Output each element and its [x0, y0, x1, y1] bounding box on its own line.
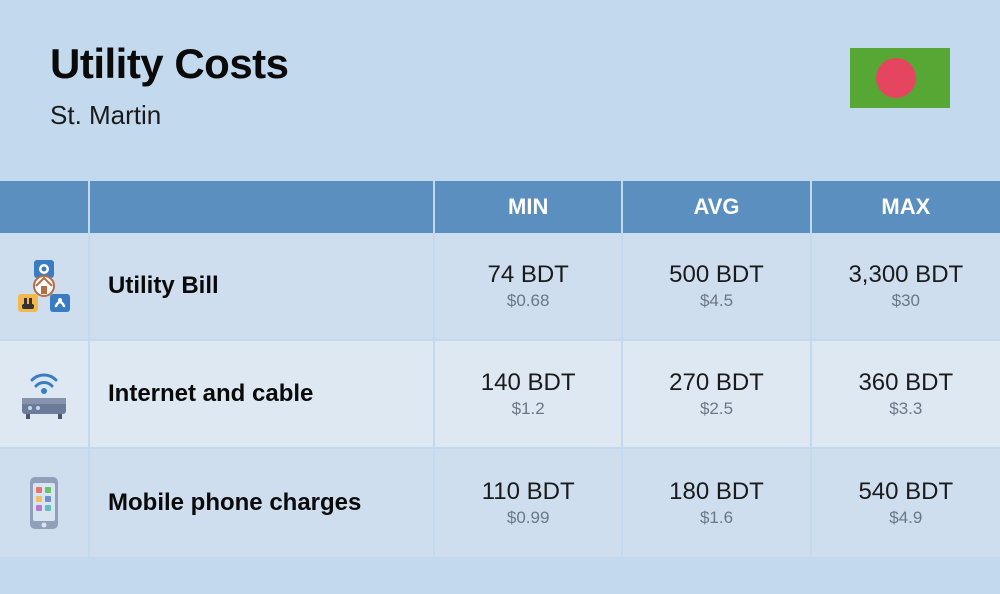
row-label: Utility Bill: [90, 233, 435, 339]
cell-avg: 180 BDT $1.6: [623, 449, 811, 557]
avg-secondary: $1.6: [700, 508, 733, 528]
table-header-row: MIN AVG MAX: [0, 181, 1000, 233]
th-icon: [0, 181, 90, 233]
max-secondary: $3.3: [889, 399, 922, 419]
table-row: Utility Bill 74 BDT $0.68 500 BDT $4.5 3…: [0, 233, 1000, 341]
row-label: Mobile phone charges: [90, 449, 435, 557]
max-secondary: $30: [892, 291, 920, 311]
min-primary: 140 BDT: [481, 369, 576, 397]
min-secondary: $1.2: [512, 399, 545, 419]
cell-icon: [0, 233, 90, 339]
cell-min: 74 BDT $0.68: [435, 233, 623, 339]
avg-secondary: $4.5: [700, 291, 733, 311]
table-row: Mobile phone charges 110 BDT $0.99 180 B…: [0, 449, 1000, 557]
title-block: Utility Costs St. Martin: [50, 40, 289, 131]
phone-icon: [14, 473, 74, 533]
min-primary: 74 BDT: [487, 261, 568, 289]
cell-max: 3,300 BDT $30: [812, 233, 1000, 339]
min-primary: 110 BDT: [482, 478, 575, 506]
th-max: MAX: [812, 181, 1000, 233]
max-primary: 360 BDT: [858, 369, 953, 397]
max-primary: 3,300 BDT: [848, 261, 963, 289]
min-secondary: $0.99: [507, 508, 550, 528]
max-secondary: $4.9: [889, 508, 922, 528]
utility-icon: [14, 256, 74, 316]
avg-primary: 180 BDT: [669, 478, 764, 506]
flag-disc: [876, 58, 916, 98]
row-label: Internet and cable: [90, 341, 435, 447]
avg-primary: 270 BDT: [669, 369, 764, 397]
max-primary: 540 BDT: [858, 478, 953, 506]
th-avg: AVG: [623, 181, 811, 233]
cell-icon: [0, 449, 90, 557]
page-title: Utility Costs: [50, 40, 289, 88]
th-min: MIN: [435, 181, 623, 233]
min-secondary: $0.68: [507, 291, 550, 311]
header: Utility Costs St. Martin: [0, 0, 1000, 151]
cell-max: 540 BDT $4.9: [812, 449, 1000, 557]
cell-avg: 270 BDT $2.5: [623, 341, 811, 447]
cell-max: 360 BDT $3.3: [812, 341, 1000, 447]
flag-bangladesh: [850, 48, 950, 108]
avg-primary: 500 BDT: [669, 261, 764, 289]
cell-min: 140 BDT $1.2: [435, 341, 623, 447]
cell-icon: [0, 341, 90, 447]
cell-min: 110 BDT $0.99: [435, 449, 623, 557]
avg-secondary: $2.5: [700, 399, 733, 419]
cell-avg: 500 BDT $4.5: [623, 233, 811, 339]
page-subtitle: St. Martin: [50, 100, 289, 131]
table-row: Internet and cable 140 BDT $1.2 270 BDT …: [0, 341, 1000, 449]
th-label: [90, 181, 435, 233]
router-icon: [14, 364, 74, 424]
costs-table: MIN AVG MAX Utility Bill 7: [0, 181, 1000, 557]
